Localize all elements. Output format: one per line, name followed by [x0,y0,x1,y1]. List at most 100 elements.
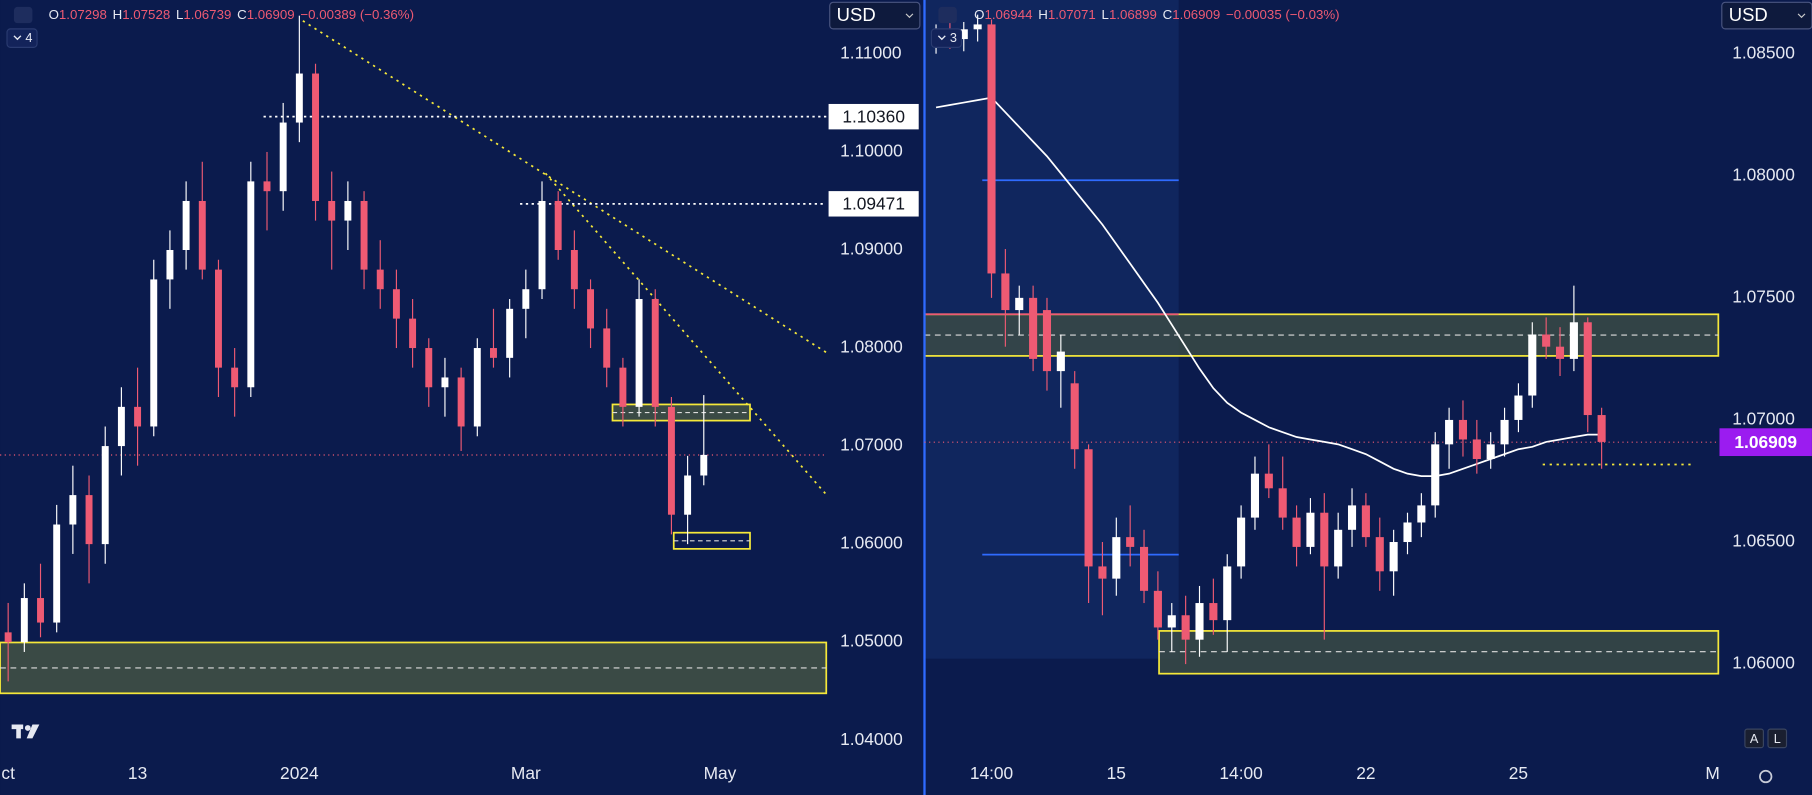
ohlc-key: L [1102,7,1109,22]
y-tick-label: 1.08500 [1732,42,1795,62]
candle-body [473,348,481,427]
chevron [13,35,22,41]
x-tick-label: ct [1,763,15,783]
candle-body [1431,444,1440,506]
candle-body [667,406,675,515]
y-tick-label: 1.11000 [840,43,901,63]
candle-body [1458,419,1468,440]
candle-body [376,269,384,290]
candle-body [247,181,255,388]
ohlc-change: −0.00389 (−0.36%) [300,7,414,22]
last-price-tag [1719,428,1812,457]
candle-body [101,446,109,545]
candle-body [1181,615,1190,640]
candle-body [1209,603,1218,621]
y-tick-label: 1.07000 [1732,409,1795,429]
candle-body [1472,439,1481,460]
candle-body [603,328,611,368]
candle-body [1583,322,1592,416]
ohlc-value: 1.06739 [183,7,231,22]
ohlc-key: O [974,7,984,22]
ohlc-legend: O1.07298 H1.07528 L1.06739 C1.06909 −0.00389… [49,7,414,22]
menu-button[interactable] [13,6,33,24]
indicators-toggle[interactable] [930,28,963,48]
trend-line [544,172,827,496]
ohlc-key: C [1163,7,1173,22]
scale-button[interactable] [1767,728,1788,749]
y-tick-label: 1.08000 [840,337,903,357]
candle-body [441,377,449,388]
ohlc-key: L [176,7,183,22]
candle-body [490,348,497,358]
candle-body [392,289,400,319]
currency-dropdown[interactable] [829,1,921,30]
candle-body [1029,297,1038,359]
indicators-toggle[interactable] [6,28,38,48]
candle-body [973,24,982,30]
price-tag-label: 1.10360 [842,106,905,126]
dropdown-arrow [1797,13,1806,19]
candle-body [409,318,417,349]
candle-body [4,632,12,643]
logo [11,724,40,739]
candle-body [987,24,996,274]
candle-body [1306,512,1315,547]
candle-body [959,29,968,40]
candle-body [1237,517,1246,567]
candle-body [182,200,190,251]
currency-label: USD [837,4,876,25]
candle-body [1153,590,1162,628]
scale-button-label: A [1750,731,1759,746]
scale-button[interactable] [1744,728,1764,749]
settings-icon[interactable] [1759,769,1773,784]
candle-body [587,289,595,329]
candle-body [166,250,174,280]
candle-body [619,367,627,407]
candle-body [295,73,303,123]
candle-body [53,524,61,623]
price-tag [828,103,919,130]
menu-button[interactable] [938,6,957,24]
candle-body [1250,473,1260,518]
candle-body [1334,529,1343,567]
indicator-count: 4 [25,30,32,45]
y-tick-label: 1.09000 [840,239,903,259]
candle-body [37,598,44,623]
candle-body [1292,517,1301,547]
candle-body [1569,322,1578,359]
candle-body [1098,566,1107,579]
candle-body [1389,542,1398,572]
x-tick-label: Mar [511,763,541,783]
candle-body [1528,334,1537,396]
candle-body [1056,351,1065,372]
price-tag [828,191,919,217]
candle-body [635,299,643,407]
candle-body [117,406,125,447]
candle-body [1542,334,1551,347]
candle-body [425,348,433,388]
ohlc-value: 1.06909 [1172,7,1220,22]
y-tick-label: 1.06000 [840,533,903,553]
candle-body [1445,419,1454,445]
candle-body [506,308,514,358]
ohlc-value: 1.07071 [1048,7,1096,22]
candle-body [457,377,465,427]
x-tick-label: 14:00 [970,763,1013,783]
candle-body [1084,449,1093,567]
candle-body [1486,444,1495,460]
x-tick-label: 15 [1107,763,1126,783]
candle-body [328,200,336,221]
candle-body [1417,505,1426,523]
candle-body [1001,273,1010,311]
indicator-count: 3 [950,30,957,45]
ohlc-key: H [1038,7,1048,22]
x-tick-label: May [704,763,737,783]
candle-body [1195,603,1204,640]
x-tick-label: M [1705,763,1719,783]
candle-body [312,73,319,201]
candle-body [1500,419,1509,445]
y-tick-label: 1.08000 [1732,164,1795,184]
ohlc-key: H [113,7,123,22]
ohlc-value: 1.06899 [1109,7,1157,22]
